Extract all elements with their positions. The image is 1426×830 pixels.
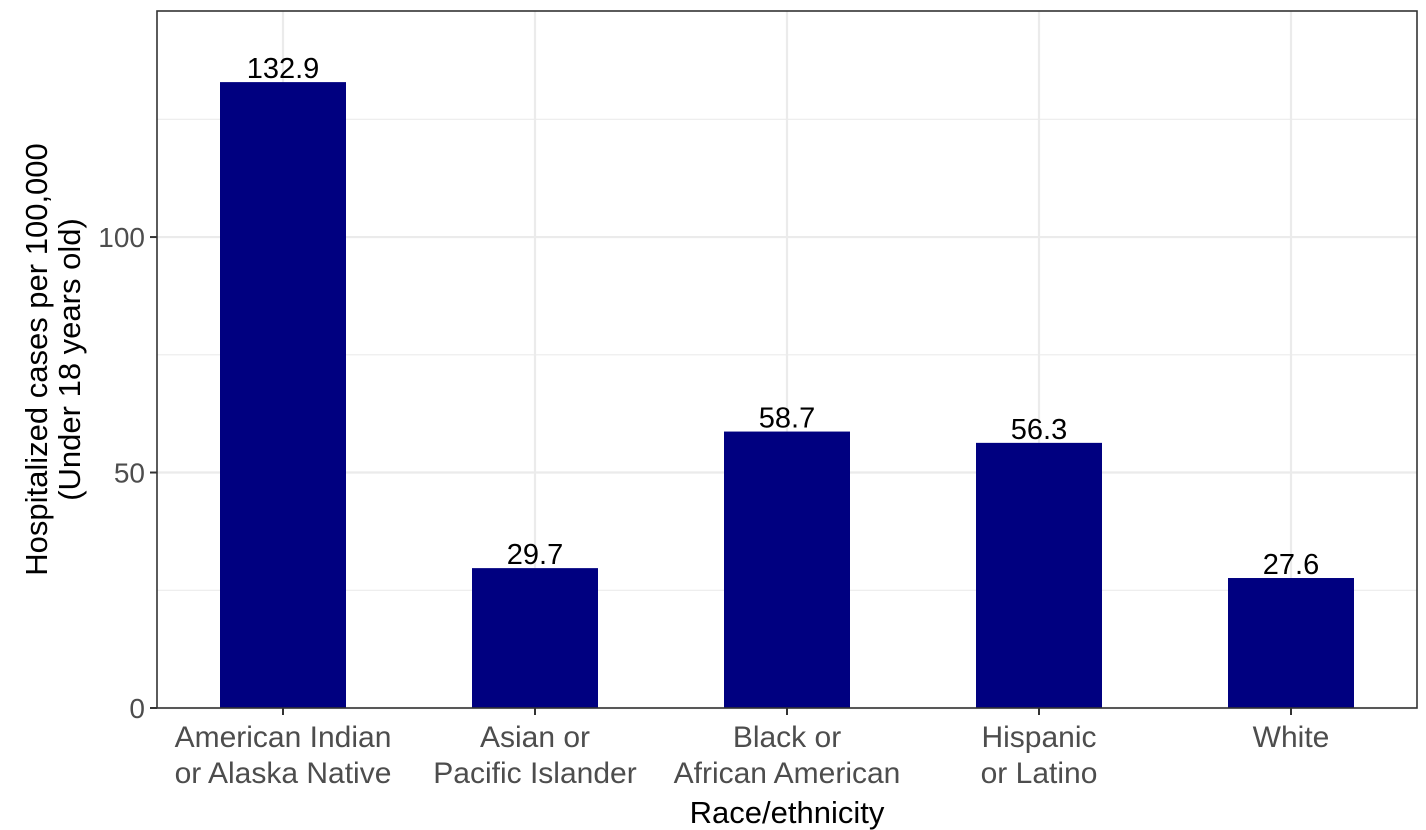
data-label: 56.3 [1011, 414, 1067, 446]
x-tick-label-line: Hispanic [981, 721, 1096, 754]
x-tick-label-line: or Alaska Native [175, 757, 392, 790]
bar [472, 568, 598, 708]
y-axis-title: Hospitalized cases per 100,000(Under 18 … [19, 143, 87, 576]
y-axis: 0 50 100 [98, 222, 157, 724]
data-label: 29.7 [507, 539, 563, 571]
y-tick-label: 50 [114, 458, 145, 489]
bar [976, 442, 1102, 708]
x-tick-label-line: or Latino [981, 757, 1098, 790]
data-labels: 132.9 29.7 58.7 56.3 27.6 [247, 53, 1320, 581]
data-label: 58.7 [759, 403, 815, 435]
x-tick-label-line: American Indian [175, 721, 392, 754]
x-tick-label: Hispanic or Latino [981, 721, 1098, 790]
bar [1228, 578, 1354, 708]
y-axis-title-line: (Under 18 years old) [52, 218, 87, 501]
x-tick-label: American Indian or Alaska Native [175, 721, 392, 790]
bar [220, 82, 346, 708]
data-label: 27.6 [1263, 549, 1319, 581]
bars [220, 82, 1354, 708]
x-axis: American Indian or Alaska Native Asian or P… [175, 708, 1330, 790]
y-tick-label: 100 [98, 222, 145, 253]
x-tick-label: Asian or Pacific Islander [433, 721, 636, 790]
data-label: 132.9 [247, 53, 320, 85]
y-axis-title-line: Hospitalized cases per 100,000 [19, 143, 54, 576]
x-tick-label-line: African American [674, 757, 901, 790]
x-axis-title: Race/ethnicity [690, 795, 885, 830]
x-tick-label: White [1253, 721, 1330, 754]
x-tick-label-line: Asian or [480, 721, 590, 754]
bar [724, 431, 850, 708]
y-tick-label: 0 [129, 693, 145, 724]
x-tick-label-line: White [1253, 721, 1330, 754]
x-tick-label-line: Pacific Islander [433, 757, 636, 790]
x-tick-label: Black or African American [674, 721, 901, 790]
x-tick-label-line: Black or [733, 721, 841, 754]
